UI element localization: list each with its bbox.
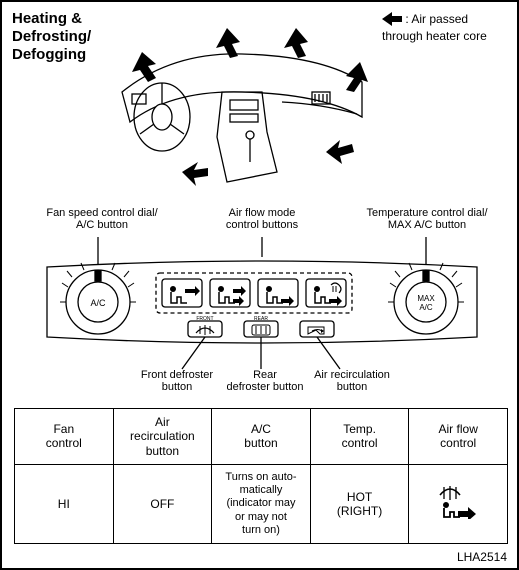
table-cell: HI [15,465,114,544]
title-line: Defrosting/ [12,28,91,45]
right-dial-text-top: MAX [417,294,435,303]
svg-text:FRONT: FRONT [196,316,213,322]
table-cell: HOT(RIGHT) [310,465,409,544]
label-text: Front defrosterbutton [141,369,213,393]
legend-arrow-icon [382,12,402,29]
table-header: A/Cbutton [212,408,311,464]
airflow-defrost-foot-icon [436,485,480,519]
left-dial-text: A/C [90,298,106,308]
table-header: Air flowcontrol [409,408,508,464]
label-fan-dial: Fan speed control dial/A/C button [32,207,172,231]
label-text: Air recirculationbutton [314,369,390,393]
table-row: HI OFF Turns on auto-matically(indicator… [15,465,508,544]
table-header: Airrecirculationbutton [113,408,212,464]
diagram-page: Heating & Defrosting/ Defogging : Air pa… [0,0,519,570]
table-header: Temp.control [310,408,409,464]
table-header: Fancontrol [15,408,114,464]
label-front-defrost: Front defrosterbutton [127,369,227,393]
label-temp-dial: Temperature control dial/MAX A/C button [352,207,502,231]
svg-text:REAR: REAR [254,316,268,322]
label-recirc: Air recirculationbutton [302,369,402,393]
label-text: Reardefroster button [226,369,303,393]
right-dial-text-bot: A/C [419,303,433,312]
label-rear-defrost: Reardefroster button [220,369,310,393]
dashboard-illustration [112,22,372,192]
label-text: Fan speed control dial/A/C button [46,207,157,231]
table-cell: Turns on auto-matically(indicator mayor … [212,465,311,544]
label-text: Air flow modecontrol buttons [226,207,298,231]
title-line: Heating & [12,10,82,27]
control-panel-illustration: Fan speed control dial/A/C button Air fl… [32,237,492,407]
table-header-row: Fancontrol Airrecirculationbutton A/Cbut… [15,408,508,464]
figure-reference: LHA2514 [457,550,507,564]
settings-table: Fancontrol Airrecirculationbutton A/Cbut… [14,408,508,544]
label-mode-buttons: Air flow modecontrol buttons [202,207,322,231]
title-line: Defogging [12,46,86,63]
label-text: Temperature control dial/MAX A/C button [366,207,487,231]
table-cell-airflow [409,465,508,544]
page-title: Heating & Defrosting/ Defogging [12,10,91,64]
legend: : Air passed through heater core [382,12,507,43]
table-cell: OFF [113,465,212,544]
